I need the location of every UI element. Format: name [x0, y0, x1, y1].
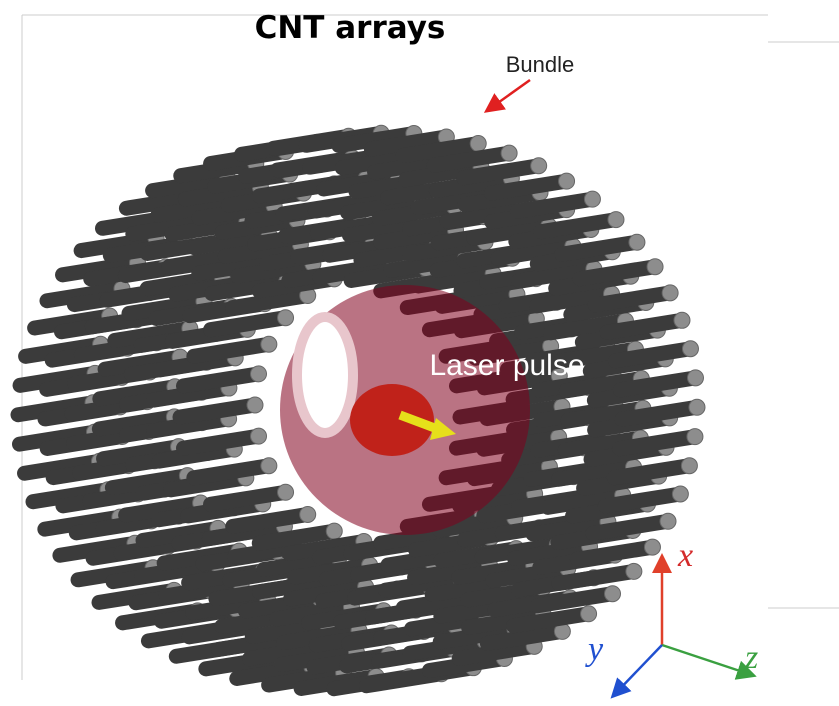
rod-end	[687, 370, 703, 386]
rod	[184, 374, 259, 386]
z-axis	[662, 645, 752, 675]
rod-end	[681, 458, 697, 474]
figure: CNT arrays Bundle Laser pulse x y z	[0, 0, 839, 706]
hollow	[297, 317, 353, 433]
y-label: y	[585, 631, 604, 668]
rod-end	[501, 145, 517, 161]
rod-end	[660, 513, 676, 529]
rod-end	[470, 136, 486, 152]
rod	[211, 492, 286, 504]
x-label: x	[677, 537, 693, 574]
rod	[233, 514, 308, 526]
rod-end	[605, 586, 621, 602]
rod-end	[626, 563, 642, 579]
rod	[194, 344, 269, 356]
bundle-label: Bundle	[506, 52, 575, 77]
rod-end	[251, 428, 267, 444]
page: CNT arrays Bundle Laser pulse x y z (() …	[0, 0, 839, 706]
y-axis	[614, 645, 662, 695]
rod-end	[261, 458, 277, 474]
rod-end	[629, 234, 645, 250]
rod-end	[300, 506, 316, 522]
rod-end	[531, 158, 547, 174]
z-label: z	[744, 639, 758, 676]
rod-end	[581, 606, 597, 622]
rod	[233, 296, 308, 308]
rod-end	[682, 341, 698, 357]
laser-label: Laser pulse	[429, 349, 584, 382]
rod-end	[608, 212, 624, 228]
bundle-arrow	[488, 80, 530, 110]
rod	[194, 466, 269, 478]
rod-end	[644, 539, 660, 555]
rod-end	[689, 399, 705, 415]
rod	[211, 318, 286, 330]
rod-end	[251, 366, 267, 382]
rod-end	[647, 259, 663, 275]
rod-end	[326, 523, 342, 539]
rod-end	[672, 486, 688, 502]
rod-end	[687, 429, 703, 445]
rod	[184, 436, 259, 448]
rod-end	[278, 484, 294, 500]
rod-end	[261, 336, 277, 352]
rod	[180, 405, 255, 417]
rod-end	[278, 310, 294, 326]
rod-end	[247, 397, 263, 413]
rod-end	[662, 285, 678, 301]
rod-end	[584, 191, 600, 207]
rod-end	[559, 173, 575, 189]
rod-end	[674, 312, 690, 328]
title: CNT arrays	[255, 10, 446, 46]
